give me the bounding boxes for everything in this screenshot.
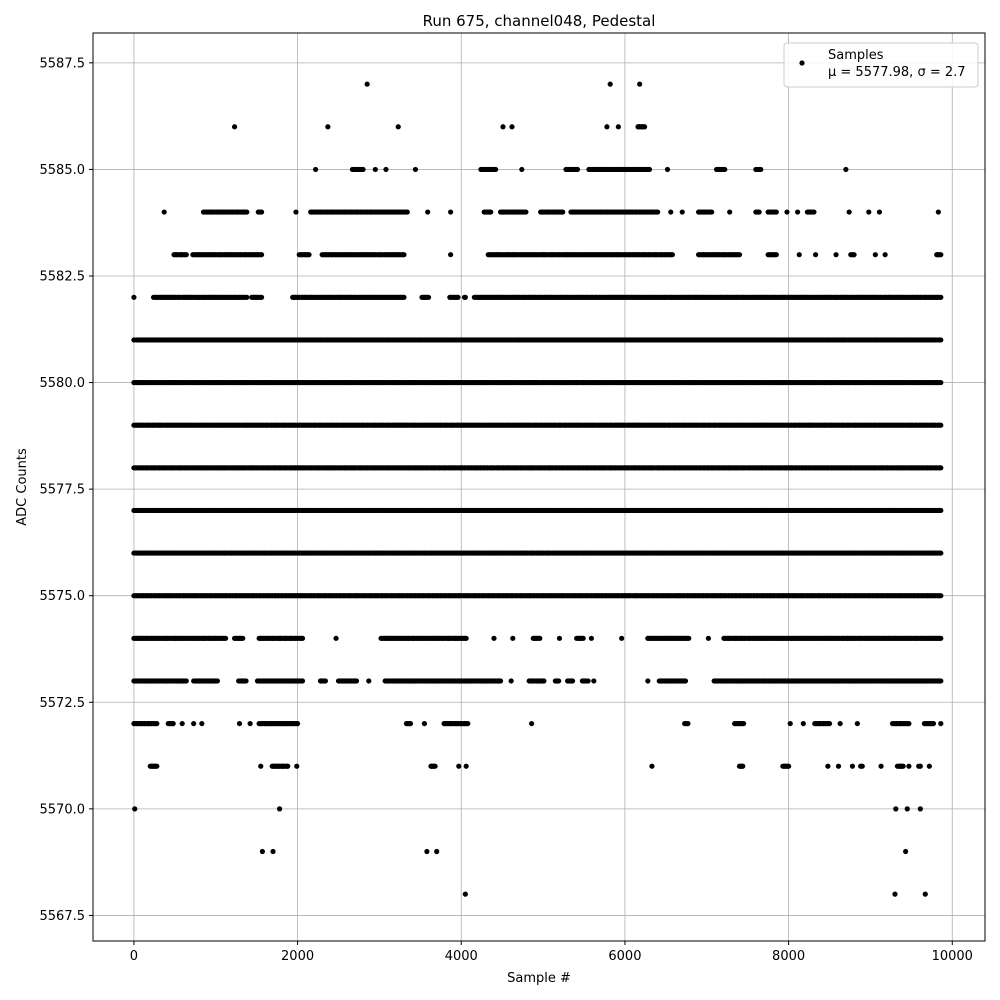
data-point: [938, 379, 944, 386]
data-point: [509, 124, 515, 130]
data-point: [794, 209, 801, 215]
data-point: [876, 209, 883, 215]
data-point: [833, 252, 839, 258]
data-point: [500, 124, 506, 130]
data-point: [293, 209, 299, 215]
data-point: [519, 166, 525, 173]
data-point: [846, 209, 852, 215]
data-point: [244, 209, 250, 215]
data-point: [637, 81, 643, 87]
data-point: [866, 209, 872, 215]
data-point: [131, 294, 137, 300]
data-point: [306, 252, 312, 258]
data-point: [796, 252, 802, 258]
data-point: [938, 294, 944, 300]
data-point: [183, 252, 189, 258]
data-point: [784, 209, 790, 215]
data-point: [372, 166, 378, 173]
data-point: [574, 166, 581, 173]
data-point: [161, 209, 167, 215]
data-point: [646, 166, 653, 173]
data-point: [709, 209, 715, 215]
data-point: [938, 252, 944, 258]
data-point: [604, 124, 610, 130]
data-point: [668, 209, 674, 215]
data-point: [560, 209, 566, 215]
data-point: [758, 166, 764, 173]
data-point: [404, 209, 410, 215]
data-point: [756, 209, 762, 215]
data-point: [462, 294, 468, 300]
data-point: [523, 209, 529, 215]
data-point: [882, 252, 888, 258]
data-point: [412, 166, 419, 173]
data-point: [455, 294, 461, 300]
data-point: [664, 166, 671, 173]
data-point: [231, 124, 238, 130]
data-point: [383, 166, 389, 173]
data-point: [813, 252, 819, 258]
data-point: [425, 209, 431, 215]
data-point: [935, 209, 941, 215]
data-point: [736, 252, 743, 258]
data-point: [258, 294, 265, 300]
data-point: [448, 252, 454, 258]
data-point: [401, 252, 407, 258]
data-point: [938, 507, 944, 514]
data-point: [401, 294, 407, 300]
data-point: [360, 166, 366, 173]
data-point: [669, 252, 675, 258]
data-point: [655, 209, 661, 215]
data-point: [244, 294, 250, 300]
data-point: [258, 252, 265, 258]
data-point: [773, 252, 779, 258]
data-point: [425, 294, 432, 300]
data-point: [727, 209, 733, 215]
data-point: [395, 124, 401, 130]
data-point: [722, 166, 728, 173]
data-point: [773, 209, 779, 215]
data-point: [938, 465, 944, 471]
data-point: [364, 81, 370, 87]
data-point: [938, 422, 944, 428]
data-point: [843, 166, 849, 173]
data-point: [641, 124, 648, 130]
data-point: [679, 209, 685, 215]
data-point: [448, 209, 454, 215]
data-point: [615, 124, 621, 130]
data-point: [811, 209, 817, 215]
data-point: [872, 252, 878, 258]
data-points: [131, 81, 944, 897]
data-point: [607, 81, 613, 87]
data-point: [493, 166, 499, 173]
data-point: [325, 124, 331, 130]
data-point: [258, 209, 265, 215]
data-point: [488, 209, 494, 215]
data-point: [938, 337, 944, 343]
data-point: [851, 252, 857, 258]
data-point: [312, 166, 319, 173]
